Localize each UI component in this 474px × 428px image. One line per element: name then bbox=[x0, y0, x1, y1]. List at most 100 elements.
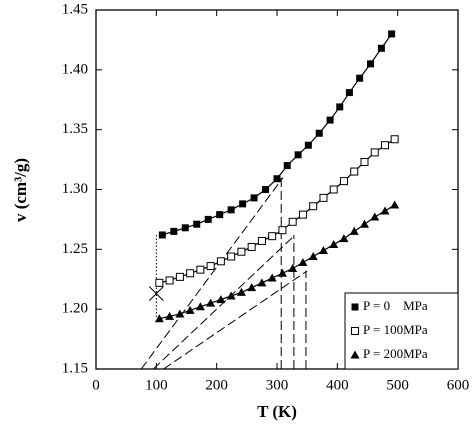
y-tick-label: 1.45 bbox=[62, 1, 88, 17]
marker bbox=[377, 44, 385, 52]
marker bbox=[349, 226, 359, 235]
marker bbox=[390, 135, 399, 144]
marker bbox=[175, 272, 184, 281]
marker bbox=[380, 141, 389, 150]
marker bbox=[390, 200, 400, 209]
marker bbox=[226, 291, 236, 300]
marker bbox=[196, 265, 205, 274]
marker bbox=[356, 74, 364, 82]
plot-frame bbox=[95, 9, 459, 370]
marker bbox=[206, 298, 216, 307]
y-axis-title: v (cm³/g) bbox=[11, 158, 30, 222]
marker bbox=[247, 283, 257, 292]
x-tick-label: 0 bbox=[92, 377, 100, 393]
marker bbox=[247, 242, 256, 251]
marker bbox=[360, 157, 369, 166]
marker bbox=[227, 206, 235, 214]
marker bbox=[319, 193, 328, 202]
marker bbox=[315, 129, 323, 137]
marker bbox=[155, 278, 164, 287]
marker bbox=[359, 219, 369, 228]
y-tick-label: 1.35 bbox=[62, 121, 88, 137]
marker bbox=[298, 257, 308, 266]
marker bbox=[288, 217, 297, 226]
x-axis-title: T (K) bbox=[257, 402, 297, 421]
marker bbox=[351, 327, 359, 335]
marker bbox=[216, 257, 225, 266]
series-line bbox=[159, 138, 395, 284]
marker bbox=[158, 231, 166, 239]
x-tick-label: 300 bbox=[266, 377, 289, 393]
x-tick-label: 100 bbox=[145, 377, 168, 393]
marker bbox=[154, 314, 164, 323]
marker bbox=[277, 268, 287, 277]
dashed-line bbox=[163, 270, 308, 369]
series-line bbox=[162, 33, 393, 236]
marker bbox=[329, 240, 339, 249]
marker bbox=[170, 227, 178, 235]
marker bbox=[345, 89, 353, 97]
marker bbox=[195, 302, 205, 311]
x-tick-label: 200 bbox=[205, 377, 228, 393]
marker bbox=[206, 262, 215, 271]
marker bbox=[185, 305, 195, 314]
marker bbox=[165, 276, 174, 285]
marker bbox=[288, 263, 298, 272]
marker bbox=[329, 185, 338, 194]
y-tick-label: 1.25 bbox=[62, 241, 88, 257]
legend-label: P = 0 MPa bbox=[363, 298, 428, 313]
marker bbox=[239, 200, 247, 208]
marker bbox=[193, 220, 201, 228]
x-tick-label: 400 bbox=[326, 377, 349, 393]
marker bbox=[273, 175, 281, 183]
legend-label: P = 200MPa bbox=[363, 346, 428, 361]
marker bbox=[304, 141, 312, 149]
legend-box bbox=[344, 292, 459, 370]
marker bbox=[278, 226, 287, 235]
marker bbox=[257, 278, 267, 287]
marker bbox=[216, 211, 224, 219]
marker bbox=[370, 148, 379, 157]
legend: P = 0 MPa P = 100MPa P = 200MPa bbox=[344, 292, 459, 370]
y-tick-label: 1.30 bbox=[62, 181, 88, 197]
y-tick-label: 1.20 bbox=[62, 301, 88, 317]
marker bbox=[308, 252, 318, 261]
marker bbox=[367, 60, 375, 68]
dashed-line bbox=[140, 177, 284, 369]
marker bbox=[309, 202, 318, 211]
marker bbox=[181, 224, 189, 232]
marker bbox=[262, 186, 270, 193]
marker bbox=[380, 206, 390, 215]
marker bbox=[186, 269, 195, 278]
marker bbox=[318, 246, 328, 255]
marker bbox=[370, 212, 380, 221]
y-tick-label: 1.40 bbox=[62, 61, 88, 77]
marker bbox=[351, 303, 359, 311]
marker bbox=[257, 236, 266, 245]
cross-marker bbox=[148, 286, 164, 301]
marker bbox=[227, 252, 236, 261]
marker bbox=[339, 177, 348, 186]
marker bbox=[237, 247, 246, 256]
legend-label: P = 100MPa bbox=[363, 322, 428, 337]
marker bbox=[236, 287, 246, 296]
y-tick-label: 1.15 bbox=[62, 360, 88, 376]
marker bbox=[350, 350, 360, 359]
plot-area bbox=[140, 30, 400, 369]
marker bbox=[268, 232, 277, 241]
marker bbox=[298, 210, 307, 219]
marker bbox=[350, 167, 359, 176]
marker bbox=[175, 309, 185, 318]
x-tick-label: 500 bbox=[386, 377, 409, 393]
marker bbox=[283, 162, 291, 170]
marker bbox=[267, 273, 277, 282]
marker bbox=[388, 30, 396, 38]
marker bbox=[339, 234, 349, 243]
marker bbox=[250, 194, 258, 202]
marker bbox=[165, 311, 175, 320]
marker bbox=[326, 116, 334, 124]
marker bbox=[294, 151, 302, 159]
marker bbox=[216, 295, 226, 304]
